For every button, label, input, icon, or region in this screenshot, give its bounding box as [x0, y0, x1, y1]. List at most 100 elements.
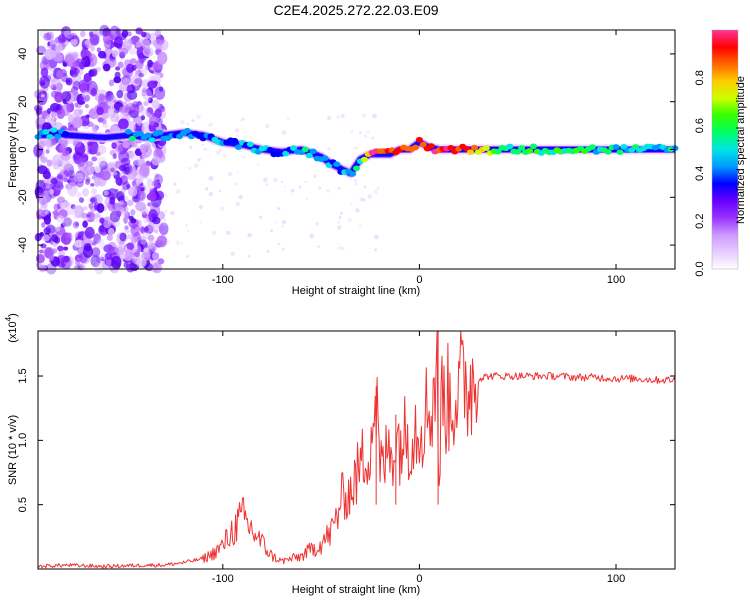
noise-speckle: [148, 97, 153, 104]
noise-speckle: [63, 153, 75, 168]
noise-speckle: [135, 27, 143, 35]
noise-speckle: [140, 31, 147, 38]
y-tick-label: 20: [17, 96, 29, 108]
noise-speckle: [117, 61, 124, 69]
noise-speckle: [281, 220, 286, 225]
ridge-point: [349, 171, 357, 177]
ridge-point: [471, 144, 478, 151]
colorbar-tick-label: 0.6: [694, 118, 706, 133]
noise-speckle: [138, 72, 145, 78]
figure-title: C2E4.2025.272.22.03.E09: [273, 2, 438, 18]
noise-speckle: [130, 209, 136, 216]
noise-speckle: [61, 91, 72, 102]
noise-speckle: [359, 224, 362, 227]
ridge-point: [305, 152, 313, 159]
noise-speckle: [94, 166, 101, 174]
noise-speckle: [35, 106, 43, 116]
noise-speckle: [124, 225, 129, 230]
noise-speckle: [122, 141, 130, 149]
noise-speckle: [110, 167, 115, 173]
noise-speckle: [43, 246, 55, 259]
y-tick-label: -40: [17, 237, 29, 253]
noise-speckle: [264, 123, 270, 129]
ridge-point: [290, 145, 298, 151]
noise-speckle: [121, 29, 129, 38]
noise-speckle: [125, 165, 137, 180]
noise-speckle: [158, 39, 169, 51]
noise-speckle: [227, 171, 233, 177]
noise-speckle: [130, 218, 137, 224]
noise-speckle: [155, 35, 165, 46]
noise-speckle: [111, 50, 119, 58]
noise-speckle: [128, 186, 138, 197]
noise-speckle: [134, 77, 143, 85]
noise-speckle: [91, 188, 98, 195]
noise-speckle: [205, 187, 209, 191]
noise-speckle: [107, 227, 115, 236]
noise-speckle: [55, 226, 61, 232]
noise-speckle: [141, 38, 151, 50]
noise-speckle: [82, 44, 88, 49]
noise-speckle: [81, 153, 89, 163]
noise-speckle: [72, 221, 80, 229]
noise-speckle: [36, 124, 43, 130]
noise-speckle: [56, 196, 66, 204]
noise-speckle: [339, 211, 344, 216]
noise-speckle: [135, 59, 144, 70]
noise-speckle: [38, 249, 44, 254]
noise-speckle: [234, 182, 237, 185]
noise-speckle: [38, 265, 46, 272]
noise-speckle: [281, 180, 284, 183]
ridge-point: [246, 141, 254, 148]
noise-speckle: [145, 160, 151, 167]
noise-speckle: [367, 194, 372, 199]
noise-speckle: [50, 77, 61, 88]
noise-speckle: [96, 203, 105, 214]
noise-speckle: [163, 192, 167, 196]
noise-speckle: [212, 231, 217, 236]
ridge-point: [353, 165, 360, 172]
noise-speckle: [118, 47, 129, 56]
noise-speckle: [80, 49, 87, 58]
noise-speckle: [97, 95, 108, 108]
x-tick-label: 0: [416, 573, 422, 585]
noise-speckle: [119, 239, 125, 248]
noise-speckle: [87, 139, 99, 155]
noise-speckle: [98, 225, 107, 235]
colorbar: 0.0 0.2 0.4 0.6 0.8 Normalized spectral ampl…: [694, 29, 747, 277]
ridge-point: [235, 144, 242, 150]
noise-speckle: [218, 148, 223, 153]
noise-speckle: [58, 249, 66, 259]
noise-speckle: [140, 235, 147, 245]
noise-speckle: [274, 221, 278, 224]
noise-speckle: [99, 160, 108, 171]
noise-speckle: [123, 196, 129, 201]
noise-speckle: [114, 244, 123, 255]
noise-speckle: [270, 229, 274, 233]
spectrogram-x-ticks: -100 0 100: [212, 30, 625, 286]
colorbar-gradient: [712, 30, 738, 269]
ridge-point: [506, 143, 514, 150]
x-tick-label: 100: [607, 573, 625, 585]
noise-speckle: [102, 32, 114, 45]
noise-speckle: [354, 146, 358, 150]
noise-speckle: [230, 251, 235, 256]
noise-speckle: [281, 225, 284, 228]
snr-multiplier: (x104): [4, 313, 19, 343]
noise-speckle: [54, 210, 60, 216]
noise-speckle: [88, 68, 98, 77]
noise-speckle: [157, 118, 163, 125]
noise-speckle: [341, 246, 345, 250]
noise-speckle: [43, 215, 52, 225]
noise-speckle: [122, 216, 128, 223]
noise-speckle: [363, 185, 367, 189]
noise-speckle: [281, 247, 285, 251]
noise-speckle: [55, 103, 62, 111]
noise-speckle: [75, 58, 85, 67]
noise-speckle: [134, 145, 140, 150]
noise-speckle: [54, 43, 64, 54]
spectrogram-noise-speckles: [33, 24, 380, 275]
ridge-point: [588, 144, 596, 150]
ridge-point: [231, 137, 239, 144]
noise-speckle: [327, 147, 331, 151]
